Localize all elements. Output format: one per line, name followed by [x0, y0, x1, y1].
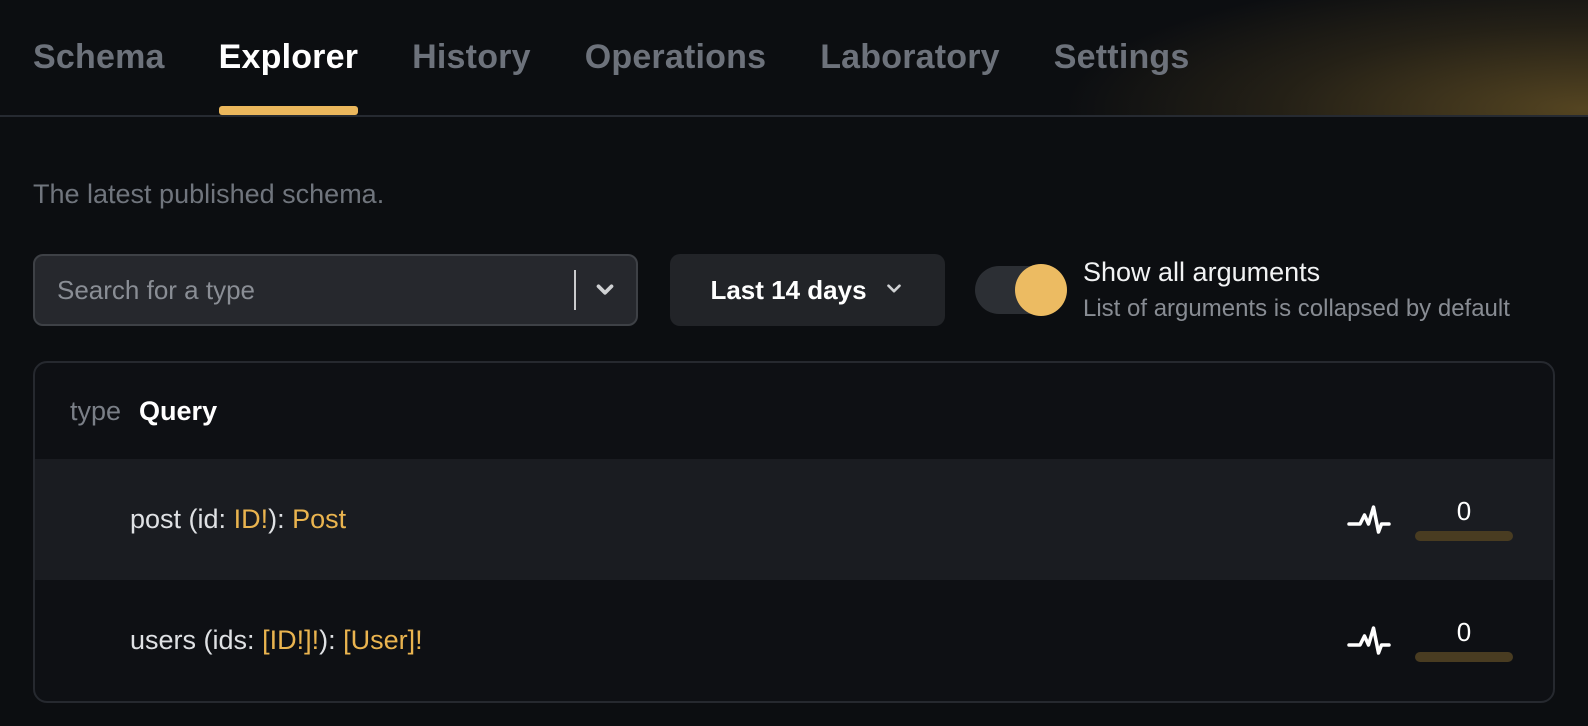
- field-text: post (id:: [130, 504, 234, 534]
- tab-operations[interactable]: Operations: [584, 38, 767, 76]
- top-nav: Schema Explorer History Operations Labor…: [0, 0, 1588, 117]
- toggle-title: Show all arguments: [1083, 257, 1321, 287]
- field-usage: 0: [1347, 619, 1513, 662]
- field-return-type: Post: [292, 504, 347, 534]
- type-card-header: type Query: [35, 363, 1553, 459]
- tab-laboratory[interactable]: Laboratory: [820, 38, 1000, 76]
- usage-count: 0: [1456, 617, 1472, 647]
- tab-history[interactable]: History: [412, 38, 531, 76]
- toggle-labels: Show all arguments List of arguments is …: [1083, 257, 1510, 323]
- field-row-users[interactable]: users (ids: [ID!]!): [User]! 0: [35, 580, 1553, 701]
- period-label: Last 14 days: [710, 274, 867, 305]
- field-activity-button[interactable]: [1347, 500, 1391, 539]
- period-select-button[interactable]: Last 14 days: [670, 254, 945, 326]
- page-subtitle: The latest published schema.: [33, 179, 385, 209]
- activity-pulse-icon: [1347, 500, 1391, 539]
- field-text: ):: [268, 504, 293, 534]
- field-signature: post (id: ID!): Post: [70, 473, 346, 566]
- toggle-description: List of arguments is collapsed by defaul…: [1083, 295, 1510, 322]
- search-divider: [574, 270, 576, 310]
- search-input[interactable]: [35, 274, 574, 306]
- field-signature: users (ids: [ID!]!): [User]!: [70, 594, 423, 687]
- tab-schema[interactable]: Schema: [33, 38, 165, 76]
- toggle-thumb: [1015, 264, 1067, 316]
- field-row-post[interactable]: post (id: ID!): Post 0: [35, 459, 1553, 580]
- chevron-down-icon: [883, 275, 905, 306]
- search-dropdown-button[interactable]: [576, 276, 636, 305]
- show-all-arguments-control: Show all arguments List of arguments is …: [975, 257, 1510, 323]
- usage-count-block: 0: [1415, 619, 1513, 662]
- show-all-arguments-toggle[interactable]: [975, 264, 1067, 316]
- tab-bar: Schema Explorer History Operations Labor…: [0, 0, 1588, 115]
- usage-count: 0: [1456, 496, 1472, 526]
- tab-settings[interactable]: Settings: [1053, 38, 1190, 76]
- field-arg-type: [ID!]!: [262, 625, 320, 655]
- chevron-down-icon: [592, 276, 618, 305]
- field-arg-type: ID!: [233, 504, 269, 534]
- type-card: type Query post (id: ID!): Post 0: [33, 361, 1555, 703]
- controls-row: Last 14 days Show all arguments List of …: [33, 254, 1555, 326]
- field-text: users (ids:: [130, 625, 263, 655]
- tab-explorer[interactable]: Explorer: [218, 0, 359, 115]
- type-kind-label: type: [70, 395, 122, 426]
- type-search-combobox[interactable]: [33, 254, 638, 326]
- explorer-page: The latest published schema. Last 14 day…: [0, 179, 1588, 703]
- usage-bar: [1415, 652, 1513, 662]
- activity-pulse-icon: [1347, 621, 1391, 660]
- type-name: Query: [139, 395, 218, 426]
- field-text: ):: [319, 625, 344, 655]
- usage-bar: [1415, 531, 1513, 541]
- field-usage: 0: [1347, 498, 1513, 541]
- field-activity-button[interactable]: [1347, 621, 1391, 660]
- field-return-type: [User]!: [343, 625, 423, 655]
- usage-count-block: 0: [1415, 498, 1513, 541]
